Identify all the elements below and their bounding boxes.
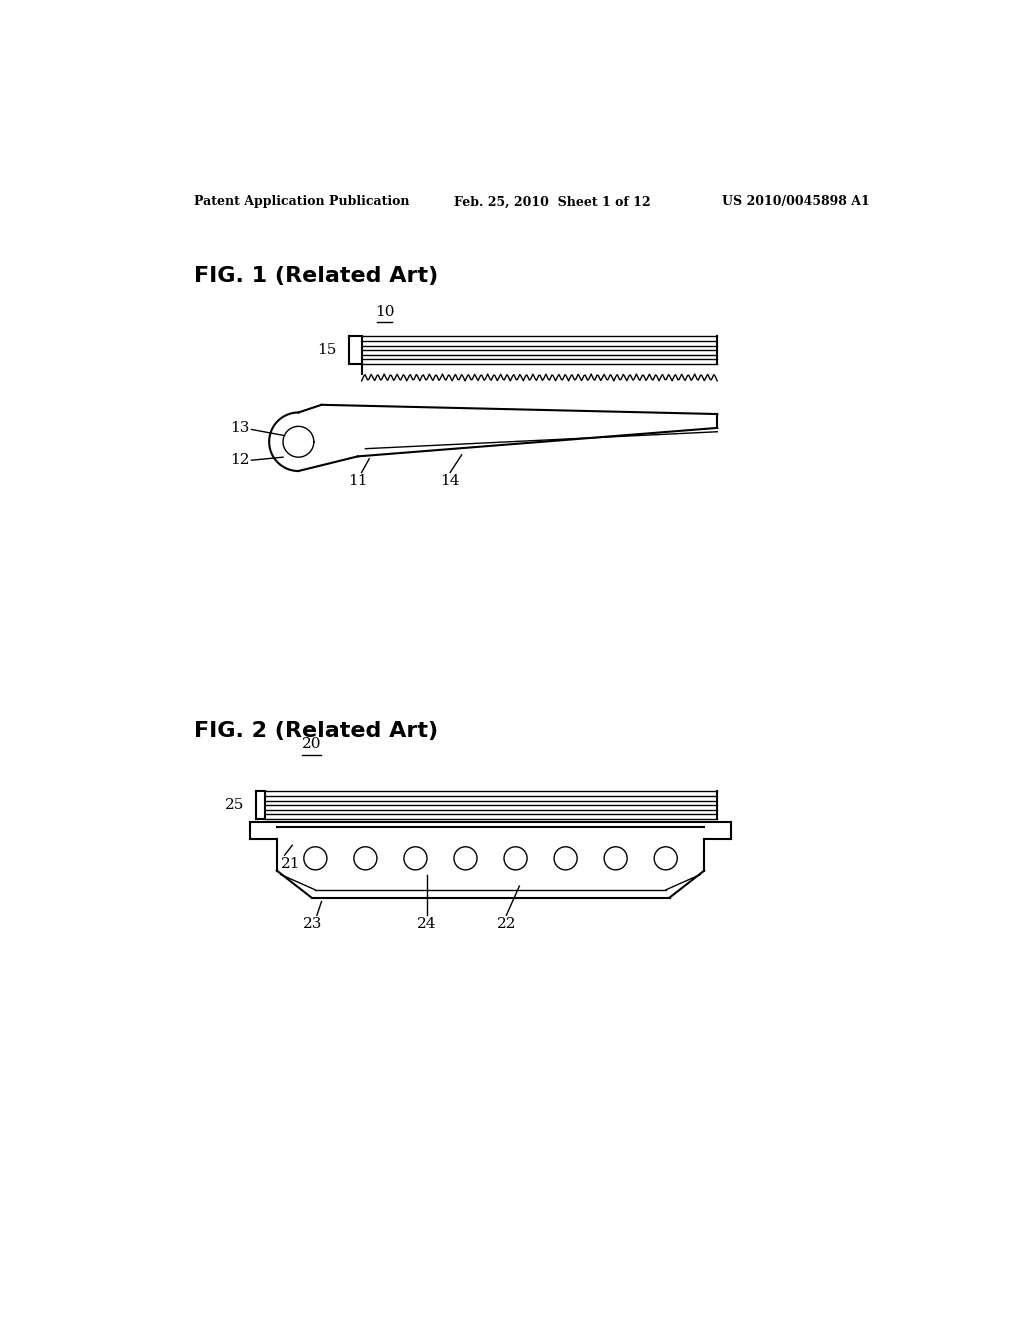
- Text: 24: 24: [417, 917, 437, 931]
- Text: 23: 23: [303, 917, 323, 931]
- Text: 21: 21: [281, 857, 300, 871]
- Text: 13: 13: [230, 421, 250, 434]
- Text: 22: 22: [497, 917, 516, 931]
- Text: 10: 10: [375, 305, 394, 318]
- Text: 25: 25: [225, 799, 245, 812]
- Text: 15: 15: [317, 343, 337, 356]
- Text: 20: 20: [302, 738, 322, 751]
- Text: 11: 11: [348, 474, 368, 488]
- Text: 14: 14: [440, 474, 460, 488]
- Text: FIG. 2 (Related Art): FIG. 2 (Related Art): [194, 721, 438, 741]
- Text: Feb. 25, 2010  Sheet 1 of 12: Feb. 25, 2010 Sheet 1 of 12: [454, 195, 650, 209]
- Text: 12: 12: [230, 453, 250, 467]
- Text: Patent Application Publication: Patent Application Publication: [194, 195, 410, 209]
- Text: FIG. 1 (Related Art): FIG. 1 (Related Art): [194, 267, 438, 286]
- Text: US 2010/0045898 A1: US 2010/0045898 A1: [722, 195, 869, 209]
